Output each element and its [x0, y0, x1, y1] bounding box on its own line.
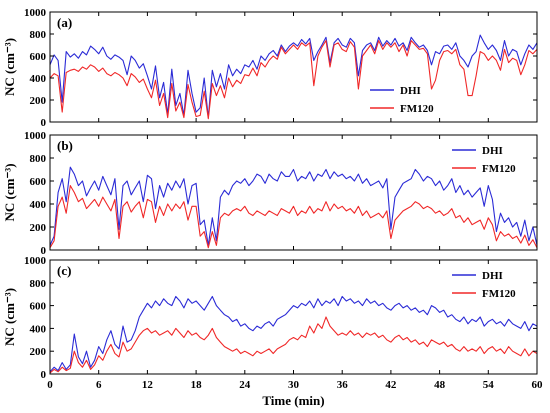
x-tick-label: 24: [239, 379, 251, 391]
y-tick-label: 400: [30, 323, 47, 335]
y-tick-label: 200: [30, 95, 47, 107]
series-line-dhi: [49, 295, 538, 373]
legend-label: DHI: [482, 270, 503, 282]
y-tick-label: 0: [41, 245, 47, 257]
y-tick-label: 600: [30, 176, 47, 188]
y-tick-label: 1000: [24, 7, 47, 19]
legend-label: DHI: [400, 85, 421, 97]
panel-label: (c): [57, 263, 71, 278]
y-axis-title: NC (cm⁻³): [2, 163, 17, 221]
series-line-fm120: [49, 40, 538, 120]
x-tick-label: 36: [337, 379, 349, 391]
x-tick-label: 48: [434, 379, 446, 391]
y-tick-label: 400: [30, 199, 47, 211]
chart-panel-c: 0 200 400 600 800 1000 0 6 12 18 24 30 36 42 48 54 60 (c)…: [2, 255, 543, 391]
panel-label: (a): [57, 15, 72, 30]
series-line-dhi: [49, 34, 538, 119]
y-tick-label: 600: [30, 301, 47, 313]
legend-label: DHI: [482, 145, 503, 157]
x-tick-label: 18: [191, 379, 203, 391]
y-axis-title: NC (cm⁻³): [2, 288, 17, 346]
series-line-fm120: [49, 185, 538, 249]
x-tick-label: 42: [385, 379, 397, 391]
y-tick-label: 1000: [24, 255, 47, 267]
y-tick-label: 1000: [24, 130, 47, 142]
x-tick-label: 30: [288, 379, 300, 391]
legend-label: FM120: [482, 288, 516, 300]
chart-panel-b: 0 200 400 600 800 1000 (b) NC (cm⁻³) DHI FM120: [2, 130, 538, 257]
legend-label: FM120: [400, 103, 434, 115]
chart-panel-a: 0 200 400 600 800 1000 (a) NC (cm⁻³) DHI FM120: [2, 7, 538, 129]
x-tick-label: 0: [47, 379, 53, 391]
y-tick-label: 800: [30, 153, 47, 165]
x-tick-label: 60: [532, 379, 544, 391]
y-tick-label: 800: [30, 278, 47, 290]
y-tick-label: 0: [41, 369, 47, 381]
y-tick-label: 200: [30, 222, 47, 234]
y-axis-title: NC (cm⁻³): [2, 38, 17, 96]
plot-frame: [49, 11, 538, 123]
y-tick-label: 400: [30, 73, 47, 85]
x-tick-label: 54: [483, 379, 495, 391]
y-tick-label: 200: [30, 346, 47, 358]
series-line-fm120: [49, 316, 538, 374]
legend-label: FM120: [482, 163, 516, 175]
y-tick-label: 600: [30, 51, 47, 63]
series-line-dhi: [49, 166, 538, 246]
plot-frame: [49, 134, 538, 251]
panel-label: (b): [57, 138, 73, 153]
y-tick-label: 800: [30, 29, 47, 41]
x-tick-label: 6: [96, 379, 102, 391]
x-tick-label: 12: [142, 379, 154, 391]
x-axis-title: Time (min): [262, 393, 324, 408]
y-tick-label: 0: [41, 117, 47, 129]
